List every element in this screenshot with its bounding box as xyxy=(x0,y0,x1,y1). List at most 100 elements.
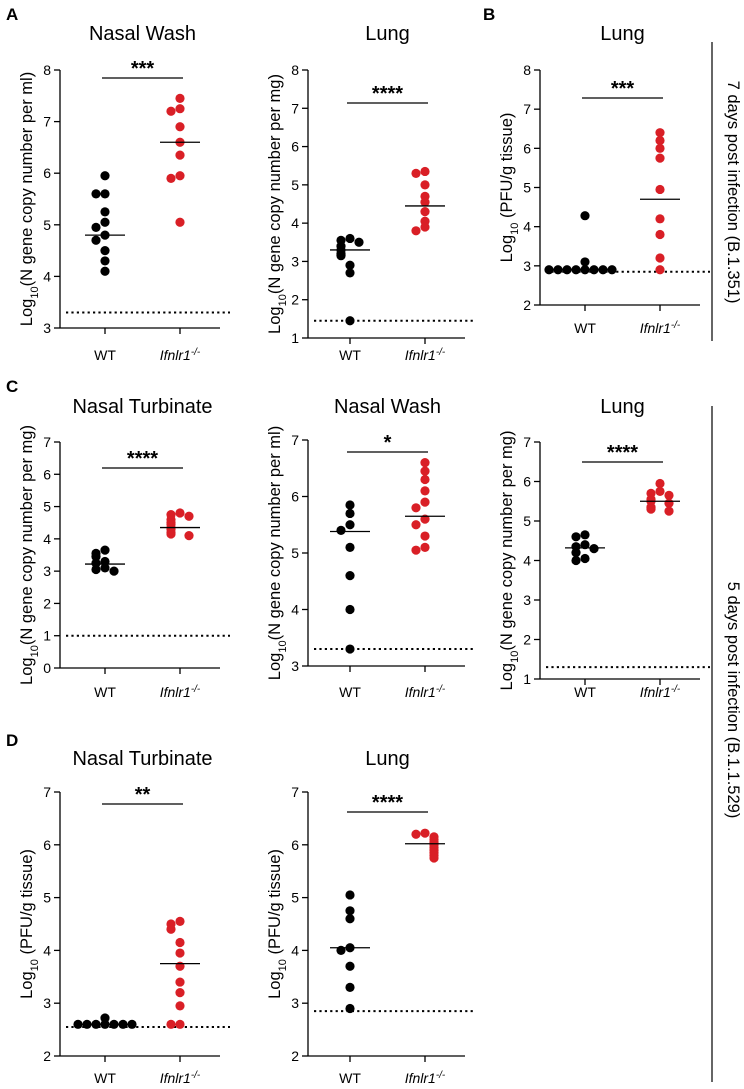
data-point-ifnlr1 xyxy=(420,828,430,838)
data-point-ifnlr1 xyxy=(175,948,185,958)
y-tick-label: 3 xyxy=(291,253,299,269)
y-axis-label: Log10(N gene copy number per ml) xyxy=(18,72,41,326)
chart-b1: Lung 2 3 4 5 6 7 8 Log10 (PFU/g tissue) WT Ifnlr1-… xyxy=(498,23,710,336)
data-point-ifnlr1 xyxy=(175,93,185,103)
significance-label: **** xyxy=(372,792,403,814)
y-axis-label: Log10(N gene copy number per mg) xyxy=(18,425,41,685)
chart-title: Nasal Wash xyxy=(334,396,441,418)
data-point-ifnlr1 xyxy=(420,474,430,485)
y-tick-label: 7 xyxy=(43,114,51,130)
x-category-label: Ifnlr1-/- xyxy=(405,347,446,364)
y-tick-label: 8 xyxy=(43,62,51,78)
data-point-ifnlr1 xyxy=(166,173,176,183)
y-tick-label: 4 xyxy=(291,602,299,618)
data-point-wt xyxy=(345,233,355,244)
data-point-ifnlr1 xyxy=(420,222,430,232)
y-tick-label: 6 xyxy=(291,837,299,853)
y-tick-label: 5 xyxy=(523,513,531,529)
y-tick-label: 2 xyxy=(291,292,299,308)
y-tick-label: 7 xyxy=(523,434,531,450)
data-point-ifnlr1 xyxy=(411,168,421,178)
data-point-wt xyxy=(91,235,101,245)
x-category-label: WT xyxy=(94,347,116,363)
data-point-ifnlr1 xyxy=(411,226,421,236)
data-point-ifnlr1 xyxy=(655,265,665,275)
side-label-5dpi: 5 days post infection (B.1.1.529) xyxy=(724,582,742,819)
x-category-label: WT xyxy=(94,1070,116,1086)
significance-label: **** xyxy=(127,448,158,470)
data-point-wt xyxy=(345,520,355,530)
chart-d2: Lung 2 3 4 5 6 7 Log10 (PFU/g tissue) WT Ifnlr1-/… xyxy=(266,748,475,1086)
y-tick-label: 2 xyxy=(43,595,51,611)
data-point-ifnlr1 xyxy=(175,217,185,227)
data-point-ifnlr1 xyxy=(184,511,194,521)
y-tick-label: 4 xyxy=(523,553,531,569)
data-point-wt xyxy=(100,189,110,199)
data-point-ifnlr1 xyxy=(655,153,665,163)
data-point-wt xyxy=(580,257,590,267)
data-point-ifnlr1 xyxy=(655,143,665,153)
y-axis-label: Log10(N gene copy number per ml) xyxy=(266,426,289,680)
data-point-ifnlr1 xyxy=(655,128,665,138)
data-point-wt xyxy=(345,260,355,270)
data-point-ifnlr1 xyxy=(411,520,421,530)
y-axis-label: Log10 (PFU/g tissue) xyxy=(266,849,289,999)
data-point-ifnlr1 xyxy=(184,531,194,541)
panel-letter-b: B xyxy=(483,5,495,24)
data-point-ifnlr1 xyxy=(175,916,185,926)
y-axis-label: Log10(N gene copy number per mg) xyxy=(266,74,289,334)
x-category-label: Ifnlr1-/- xyxy=(640,320,681,337)
chart-d1: Nasal Turbinate 2 3 4 5 6 7 Log10 (PFU/g tissue… xyxy=(18,748,230,1086)
x-category-label: Ifnlr1-/- xyxy=(405,1070,446,1087)
data-point-ifnlr1 xyxy=(655,214,665,224)
data-point-wt xyxy=(345,500,355,510)
data-point-wt xyxy=(91,558,101,568)
data-point-wt xyxy=(345,316,355,326)
y-tick-label: 4 xyxy=(43,268,51,284)
data-point-ifnlr1 xyxy=(175,104,185,114)
x-category-label: WT xyxy=(94,684,116,700)
data-point-ifnlr1 xyxy=(664,490,674,500)
y-tick-label: 1 xyxy=(43,628,51,644)
data-point-wt xyxy=(73,1019,83,1029)
data-point-wt xyxy=(607,265,617,275)
y-tick-label: 5 xyxy=(291,177,299,193)
y-tick-label: 3 xyxy=(43,320,51,336)
data-point-wt xyxy=(589,544,599,554)
y-tick-label: 5 xyxy=(43,217,51,233)
y-axis-label: Log10 (PFU/g tissue) xyxy=(18,849,41,999)
significance-label: ** xyxy=(135,784,151,806)
data-point-wt xyxy=(345,906,355,916)
y-tick-label: 7 xyxy=(523,101,531,117)
data-point-wt xyxy=(336,525,346,536)
data-point-ifnlr1 xyxy=(420,466,430,476)
data-point-wt xyxy=(100,545,110,555)
data-point-ifnlr1 xyxy=(420,531,430,541)
data-point-ifnlr1 xyxy=(420,207,430,217)
data-point-wt xyxy=(544,265,554,275)
y-tick-label: 7 xyxy=(43,784,51,800)
data-point-ifnlr1 xyxy=(420,166,430,177)
data-point-wt xyxy=(100,207,110,217)
data-point-wt xyxy=(571,548,581,558)
y-tick-label: 5 xyxy=(523,180,531,196)
significance-label: **** xyxy=(372,83,403,105)
significance-label: *** xyxy=(611,78,635,100)
data-point-ifnlr1 xyxy=(175,937,185,948)
data-point-ifnlr1 xyxy=(175,171,185,181)
data-point-ifnlr1 xyxy=(664,498,674,508)
panel-letter-a: A xyxy=(6,5,18,24)
data-point-wt xyxy=(91,189,101,199)
y-tick-label: 5 xyxy=(43,499,51,515)
data-point-wt xyxy=(100,563,110,573)
data-point-wt xyxy=(91,552,101,562)
data-point-wt xyxy=(580,553,590,564)
significance-label: **** xyxy=(607,442,638,464)
data-point-wt xyxy=(91,222,101,232)
data-point-ifnlr1 xyxy=(420,180,430,190)
y-tick-label: 2 xyxy=(523,297,531,313)
x-category-label: WT xyxy=(574,684,596,700)
